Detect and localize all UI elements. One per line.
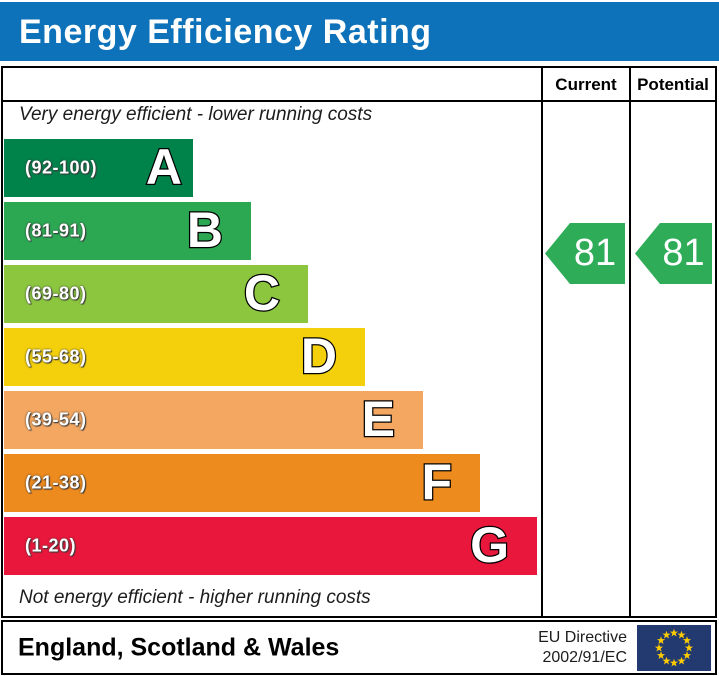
column-divider-potential	[629, 68, 631, 616]
band-f: (21-38) F	[4, 454, 480, 512]
potential-rating-arrow: 81	[635, 223, 712, 284]
band-range-label: (69-80)	[25, 283, 87, 304]
eu-directive-label: EU Directive 2002/91/EC	[538, 628, 627, 668]
band-d: (55-68) D	[4, 328, 365, 386]
band-g: (1-20) G	[4, 517, 537, 575]
band-b: (81-91) B	[4, 202, 251, 260]
band-e: (39-54) E	[4, 391, 423, 449]
footer-bar: England, Scotland & Wales EU Directive 2…	[1, 620, 717, 675]
band-letter: F	[420, 454, 453, 510]
current-rating-arrow: 81	[545, 223, 625, 284]
energy-rating-table: Current Potential Very energy efficient …	[1, 66, 717, 618]
eu-flag-star	[662, 630, 671, 639]
eu-flag-star	[682, 651, 692, 659]
bottom-note: Not energy efficient - higher running co…	[19, 587, 371, 608]
eu-flag-icon	[637, 625, 711, 671]
column-divider-current	[541, 68, 543, 616]
band-letter: B	[186, 202, 225, 258]
region-label: England, Scotland & Wales	[18, 633, 340, 661]
band-letter: D	[300, 328, 339, 384]
title-bar: Energy Efficiency Rating	[0, 2, 719, 61]
band-range-label: (92-100)	[25, 157, 98, 178]
potential-rating-value: 81	[662, 232, 705, 274]
band-range-label: (39-54)	[25, 409, 87, 430]
eu-flag-star	[684, 643, 694, 652]
eu-flag-star	[654, 643, 664, 652]
band-a: (92-100) A	[4, 139, 193, 197]
top-note: Very energy efficient - lower running co…	[19, 104, 373, 125]
band-letter: A	[145, 139, 184, 195]
eu-flag-star	[656, 636, 666, 644]
eu-directive-line2: 2002/91/EC	[542, 648, 627, 666]
eu-flag-star	[682, 636, 692, 644]
column-header-potential: Potential	[637, 75, 709, 94]
band-letter: C	[243, 265, 282, 321]
column-header-current: Current	[555, 75, 617, 94]
band-range-label: (1-20)	[25, 535, 77, 556]
band-range-label: (81-91)	[25, 220, 87, 241]
band-range-label: (55-68)	[25, 346, 87, 367]
eu-flag-star	[669, 658, 679, 667]
eu-directive-line1: EU Directive	[538, 628, 627, 646]
eu-flag-star	[662, 656, 671, 665]
eu-flag-star	[677, 656, 686, 665]
header-divider	[3, 100, 715, 102]
band-c: (69-80) C	[4, 265, 308, 323]
current-rating-value: 81	[573, 232, 617, 274]
band-range-label: (21-38)	[25, 472, 87, 493]
band-letter: G	[469, 517, 510, 573]
band-letter: E	[360, 391, 396, 447]
eu-flag-star	[656, 651, 666, 659]
eu-flag-star	[669, 628, 679, 637]
page-title: Energy Efficiency Rating	[19, 13, 432, 51]
eu-flag-star	[677, 630, 686, 639]
